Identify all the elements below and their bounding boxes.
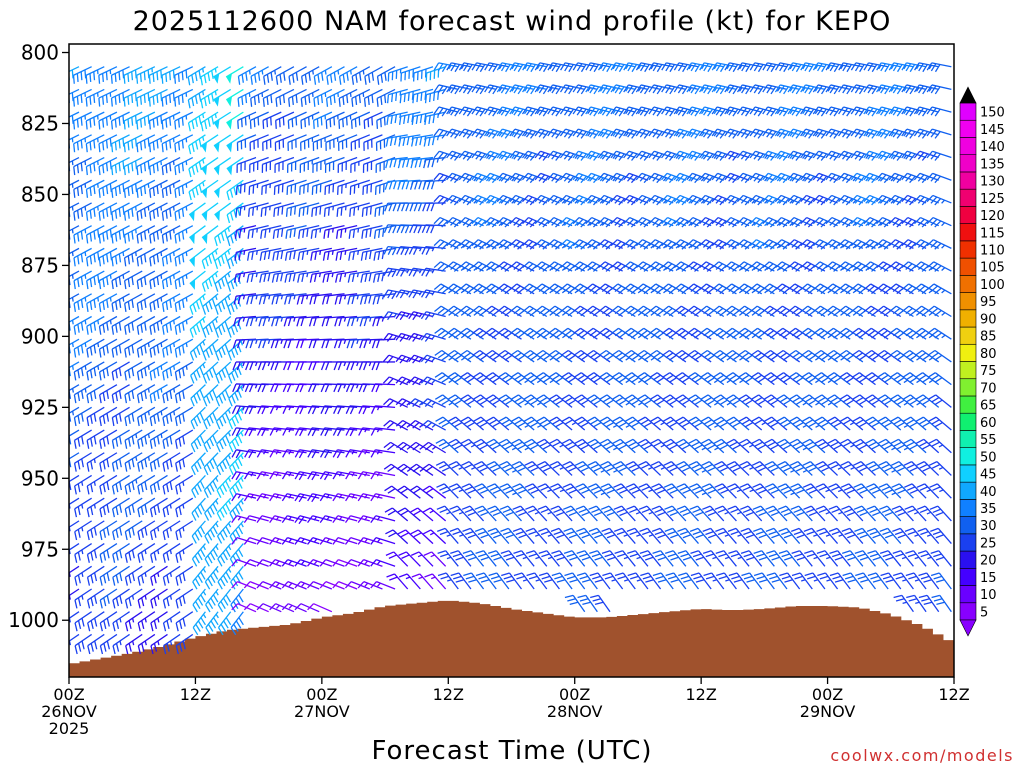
colorbar-segment [960, 206, 976, 223]
colorbar-label: 85 [980, 330, 997, 345]
colorbar-label: 135 [980, 157, 1005, 172]
colorbar-segment [960, 551, 976, 568]
colorbar-segment [960, 568, 976, 585]
x-tick-label: 12Z [938, 685, 969, 704]
colorbar-label: 150 [980, 106, 1005, 121]
colorbar-label: 140 [980, 140, 1005, 155]
colorbar-label: 80 [980, 347, 997, 362]
colorbar-segment [960, 224, 976, 241]
colorbar-segment [960, 430, 976, 447]
y-tick-label: 850 [21, 182, 59, 206]
colorbar-segment [960, 293, 976, 310]
x-tick-label: 12Z [685, 685, 716, 704]
colorbar-segment [960, 534, 976, 551]
colorbar-label: 15 [980, 571, 997, 586]
colorbar-label: 95 [980, 295, 997, 310]
colorbar-segment [960, 103, 976, 120]
colorbar-label: 105 [980, 261, 1005, 276]
colorbar-label: 55 [980, 433, 997, 448]
colorbar-label: 65 [980, 399, 997, 414]
x-tick-label: 2025 [49, 719, 90, 738]
colorbar-label: 125 [980, 192, 1005, 207]
x-axis-title: Forecast Time (UTC) [371, 736, 652, 766]
x-tick-label: 12Z [433, 685, 464, 704]
colorbar-label: 35 [980, 502, 997, 517]
y-tick-label: 975 [21, 537, 59, 561]
colorbar-segment [960, 517, 976, 534]
colorbar-segment [960, 448, 976, 465]
colorbar-segment [960, 155, 976, 172]
colorbar-label: 5 [980, 605, 988, 620]
colorbar-segment [960, 379, 976, 396]
colorbar-segment [960, 344, 976, 361]
y-tick-label: 950 [21, 466, 59, 490]
colorbar-label: 45 [980, 468, 997, 483]
y-tick-label: 1000 [8, 608, 59, 632]
colorbar-label: 10 [980, 588, 997, 603]
colorbar-segment [960, 137, 976, 154]
colorbar-segment [960, 465, 976, 482]
x-tick-label: 27NOV [294, 702, 350, 721]
colorbar-segment [960, 482, 976, 499]
y-tick-label: 800 [21, 41, 59, 65]
colorbar-segment [960, 362, 976, 379]
credit-text: coolwx.com/models [830, 746, 1014, 765]
colorbar-segment [960, 241, 976, 258]
colorbar-segment [960, 189, 976, 206]
colorbar-label: 120 [980, 209, 1005, 224]
y-tick-label: 825 [21, 111, 59, 135]
colorbar-label: 100 [980, 278, 1005, 293]
colorbar-segment [960, 310, 976, 327]
colorbar-label: 115 [980, 226, 1005, 241]
chart-title: 2025112600 NAM forecast wind profile (kt… [133, 6, 892, 37]
colorbar-label: 75 [980, 364, 997, 379]
colorbar-segment [960, 275, 976, 292]
colorbar-segment [960, 499, 976, 516]
x-tick-label: 28NOV [547, 702, 603, 721]
colorbar-segment [960, 396, 976, 413]
colorbar-label: 25 [980, 536, 997, 551]
x-tick-label: 29NOV [800, 702, 856, 721]
colorbar-label: 30 [980, 519, 997, 534]
colorbar-label: 50 [980, 450, 997, 465]
y-tick-label: 925 [21, 395, 59, 419]
colorbar-segment [960, 327, 976, 344]
colorbar-label: 20 [980, 554, 997, 569]
colorbar-label: 145 [980, 123, 1005, 138]
x-tick-label: 12Z [180, 685, 211, 704]
colorbar-label: 40 [980, 485, 997, 500]
colorbar-label: 70 [980, 381, 997, 396]
colorbar-label: 60 [980, 416, 997, 431]
colorbar-label: 110 [980, 243, 1005, 258]
colorbar-segment [960, 586, 976, 603]
colorbar-label: 130 [980, 175, 1005, 190]
colorbar-segment [960, 258, 976, 275]
colorbar-segment [960, 172, 976, 189]
colorbar-segment [960, 413, 976, 430]
colorbar-segment [960, 120, 976, 137]
y-tick-label: 900 [21, 324, 59, 348]
colorbar-label: 90 [980, 312, 997, 327]
y-tick-label: 875 [21, 253, 59, 277]
colorbar-segment [960, 603, 976, 620]
